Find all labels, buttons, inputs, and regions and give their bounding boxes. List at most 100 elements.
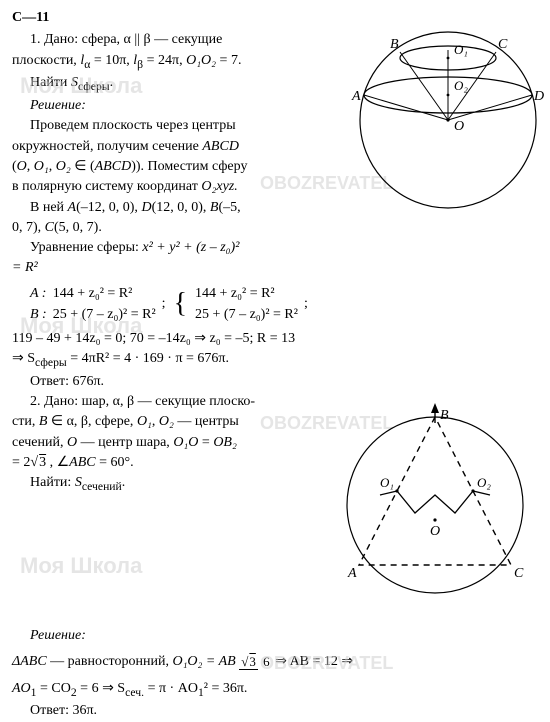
s: S: [71, 75, 78, 90]
n: 3: [248, 654, 256, 669]
txt: сти,: [12, 414, 39, 429]
o2: O₂: [56, 159, 71, 174]
txt: , ∠: [46, 455, 69, 470]
svg-text:O₁: O₁: [380, 475, 394, 490]
ans-label: Ответ:: [30, 374, 72, 389]
o1o: O₁O: [173, 435, 198, 450]
txt: = 24π,: [143, 53, 186, 68]
svg-text:A: A: [351, 89, 361, 104]
txt: В ней: [30, 200, 68, 215]
p1-line1: Проведем плоскость через центры: [12, 116, 332, 136]
txt: = 6 ⇒ S: [77, 681, 125, 696]
find-label: Найти: [30, 75, 71, 90]
p1-line3: (O, O₁, O₂ ∈ (ABCD)). Поместим сферу: [12, 157, 332, 177]
txt: — центр шара,: [77, 435, 173, 450]
txt: (5, 0, 7).: [54, 220, 102, 235]
svg-text:O: O: [430, 524, 440, 539]
sub: сферы: [78, 80, 110, 93]
txt: — центры: [174, 414, 239, 429]
svg-text:C: C: [514, 566, 524, 581]
txt: ∈ α, β, сфере,: [47, 414, 137, 429]
o1: O₁: [137, 414, 152, 429]
svg-text:O₂: O₂: [477, 475, 491, 490]
svg-text:B: B: [440, 408, 449, 423]
la: A :: [30, 286, 46, 301]
o2xyz: O₂xyz.: [201, 179, 237, 194]
p2-calc1: AO1 = CO2 = 6 ⇒ Sсеч. = π · AO1² = 36π.: [12, 679, 538, 702]
p1-given-line1: 1. Дано: сфера, α || β — секущие: [12, 30, 332, 50]
txt: = 7.: [216, 53, 241, 68]
d: 6: [261, 654, 272, 669]
ans: 676π.: [72, 374, 104, 389]
txt: — равносторонний,: [47, 654, 173, 669]
p1-find: Найти Sсферы.: [12, 73, 332, 96]
txt: = 10π,: [90, 53, 133, 68]
svg-text:O₁: O₁: [454, 42, 468, 57]
pa: A: [68, 200, 77, 215]
txt: )). Поместим сферу: [131, 159, 247, 174]
sub: сечений: [82, 480, 122, 493]
txt: (12, 0, 0),: [152, 200, 210, 215]
txt: = 4πR² = 4 · 169 · π = 676π.: [67, 351, 229, 366]
pd: D: [141, 200, 151, 215]
p2-answer: Ответ: 36π.: [12, 701, 538, 721]
p1-calc1: 119 – 49 + 14z₀ = 0; 70 = –14z₀ ⇒ z₀ = –…: [12, 329, 538, 349]
p2-given3: сечений, O — центр шара, O₁O = OB₂: [12, 433, 322, 453]
txt: ⇒ AB = 12 ⇒: [275, 654, 353, 669]
eq-system: A : B : 144 + z₀² = R² 25 + (7 – z₀)² = …: [30, 283, 538, 325]
p2-given2: сти, B ∈ α, β, сфере, O₁, O₂ — центры: [12, 412, 322, 432]
txt: сечений,: [12, 435, 67, 450]
o: O: [67, 435, 77, 450]
svg-text:A: A: [347, 566, 357, 581]
ob2: OB₂: [213, 435, 237, 450]
ans: 36π.: [72, 703, 97, 718]
txt: = 2: [12, 455, 30, 470]
sub: сеч.: [125, 685, 144, 698]
ans-label: Ответ:: [30, 703, 72, 718]
p1-line2: окружностей, получим сечение ABCD: [12, 137, 332, 157]
diagram-sphere-2: B A C O O₁ O₂: [330, 395, 540, 605]
txt: ² = 36π.: [204, 681, 248, 696]
p2-given4: = 2√3 , ∠ABC = 60°.: [12, 453, 322, 473]
abcd2: ABCD: [95, 159, 132, 174]
pc: C: [45, 220, 54, 235]
p1-given-line2: плоскости, lα = 10π, lβ = 24π, O₁O₂ = 7.: [12, 51, 332, 74]
lb: B :: [30, 307, 47, 322]
txt: 0, 7),: [12, 220, 45, 235]
find-label: Найти:: [30, 475, 75, 490]
txt: ⇒ S: [12, 351, 35, 366]
p1-line4: в полярную систему координат O₂xyz.: [12, 177, 332, 197]
txt: (–12, 0, 0),: [76, 200, 141, 215]
sub: сферы: [35, 356, 67, 369]
svg-text:D: D: [533, 89, 544, 104]
eqb: 25 + (7 – z₀)² = R²: [53, 304, 156, 325]
ao: AO: [12, 681, 31, 696]
txt: (–5,: [218, 200, 240, 215]
txt: окружностей, получим сечение: [12, 139, 202, 154]
tri: ΔABC: [12, 654, 47, 669]
abcd: ABCD: [202, 139, 239, 154]
sqrt: 3: [38, 455, 46, 470]
p2-tri: ΔABC — равносторонний, O₁O₂ = AB √3 6 ⇒ …: [12, 652, 538, 672]
p1-line6: 0, 7), C(5, 0, 7).: [12, 218, 332, 238]
p1-solution-label: Решение:: [12, 96, 332, 116]
brace-icon: {: [174, 290, 187, 318]
txt: Уравнение сферы:: [30, 240, 142, 255]
abc: ABC: [69, 455, 95, 470]
o: O: [17, 159, 27, 174]
p1-answer: Ответ: 676π.: [12, 372, 538, 392]
s: S: [75, 475, 82, 490]
p2-given1: 2. Дано: шар, α, β — секущие плоско-: [12, 392, 322, 412]
o1o2ab: O₁O₂ = AB: [172, 654, 235, 669]
diagram-sphere-1: B C A D O O₁ O₂: [348, 10, 548, 220]
p2-solution-label: Решение:: [12, 626, 538, 646]
eqb2: 25 + (7 – z₀)² = R²: [195, 304, 298, 325]
svg-text:B: B: [390, 37, 399, 52]
txt: = π · AO: [144, 681, 198, 696]
fraction: √3 6: [239, 655, 271, 669]
o1: O₁: [34, 159, 49, 174]
eq: x² + y² + (z – z₀)²: [142, 240, 239, 255]
p1-calc2: ⇒ Sсферы = 4πR² = 4 · 169 · π = 676π.: [12, 349, 538, 372]
eqa2: 144 + z₀² = R²: [195, 283, 298, 304]
o1o2: O₁O₂: [186, 53, 216, 68]
